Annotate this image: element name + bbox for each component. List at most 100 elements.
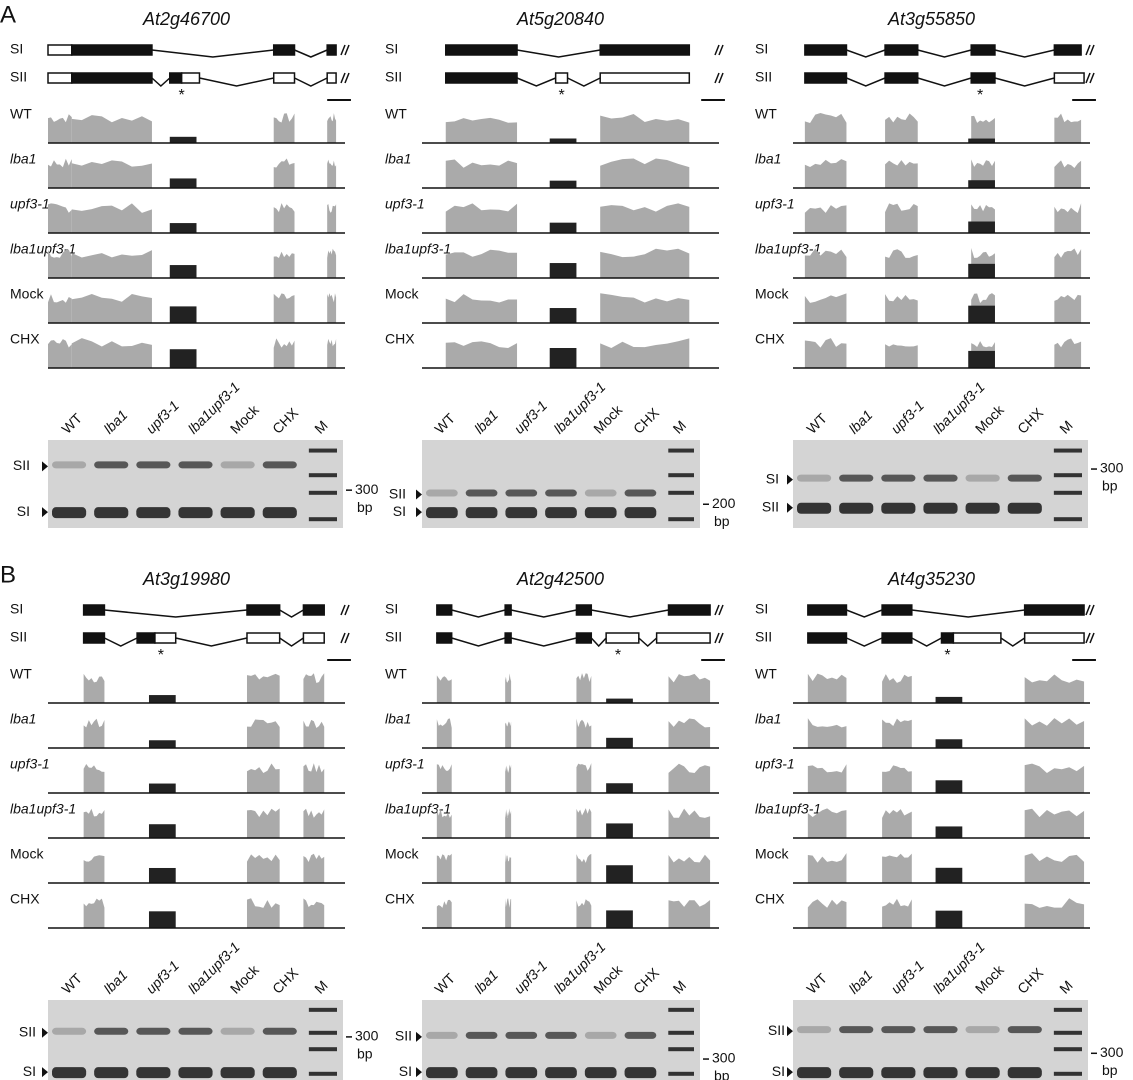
track-label: Mock: [755, 286, 789, 302]
band-arrow: [42, 461, 48, 471]
exon: [170, 73, 182, 83]
intron: [511, 610, 576, 617]
band-label: SII: [19, 1024, 36, 1040]
lane-label: CHX: [269, 404, 302, 437]
lane-label: WT: [803, 410, 830, 437]
coverage: [505, 673, 511, 703]
marker-band: [309, 473, 337, 477]
lane-label: WT: [58, 410, 85, 437]
gel-band: [545, 490, 577, 497]
retained-coverage: [936, 697, 963, 703]
gel-band: [426, 1032, 458, 1039]
track-label: CHX: [385, 891, 415, 907]
retained-coverage: [936, 911, 963, 928]
band-arrow: [416, 507, 422, 517]
marker-size: 300: [355, 481, 379, 497]
marker-unit: bp: [714, 1068, 730, 1080]
coverage: [247, 854, 280, 883]
lane-label: CHX: [269, 964, 302, 997]
lane-label: upf3-1: [888, 957, 927, 996]
isoform-label: SI: [10, 601, 23, 617]
gel-band: [178, 461, 212, 468]
axis-break: [341, 73, 345, 83]
retained-coverage: [606, 865, 633, 883]
asterisk: *: [615, 647, 621, 664]
coverage: [600, 203, 689, 233]
gel-band: [923, 1067, 957, 1078]
coverage: [48, 203, 72, 233]
gel-band: [505, 1032, 537, 1039]
exon: [437, 605, 452, 615]
coverage: [669, 855, 711, 883]
gel-band: [1008, 1026, 1042, 1033]
marker-band: [1054, 449, 1082, 453]
coverage: [808, 718, 847, 748]
lane-label: upf3-1: [511, 957, 550, 996]
marker-band: [309, 491, 337, 495]
axis-break: [1090, 45, 1094, 55]
exon: [1054, 73, 1084, 83]
gel-band: [52, 1028, 86, 1035]
lane-label: CHX: [1014, 964, 1047, 997]
gel-band: [221, 507, 255, 518]
axis-break: [345, 45, 349, 55]
lane-label: Mock: [972, 401, 1008, 437]
asterisk: *: [944, 647, 950, 664]
isoform-label: SII: [385, 629, 402, 645]
asterisk: *: [558, 87, 564, 104]
retained-coverage: [936, 780, 963, 793]
axis-break: [715, 633, 719, 643]
lane-label: lba1: [471, 967, 501, 997]
coverage: [72, 115, 152, 143]
band-label: SII: [389, 485, 406, 501]
marker-unit: bp: [1102, 478, 1118, 494]
coverage: [669, 764, 711, 793]
coverage: [669, 674, 711, 703]
exon: [48, 73, 72, 83]
lane-label: Mock: [590, 401, 626, 437]
retained-coverage: [606, 783, 633, 793]
gel-band: [966, 503, 1000, 514]
coverage: [48, 159, 72, 188]
intron: [104, 610, 247, 617]
coverage: [882, 809, 912, 838]
coverage: [600, 338, 689, 368]
marker-size: 300: [1100, 460, 1124, 476]
retained-coverage: [550, 223, 577, 233]
exon: [155, 633, 176, 643]
intron: [639, 638, 657, 646]
lane-label: WT: [431, 970, 458, 997]
coverage: [600, 249, 689, 278]
gel-band: [797, 503, 831, 514]
retained-coverage: [170, 137, 197, 143]
isoform-label: SII: [755, 629, 772, 645]
gel-band: [466, 1067, 498, 1078]
lane-label: CHX: [630, 404, 663, 437]
gel-band: [94, 507, 128, 518]
coverage: [808, 764, 847, 793]
coverage: [247, 674, 280, 703]
gel-band: [178, 507, 212, 518]
intron: [452, 638, 505, 646]
gel-band: [136, 461, 170, 468]
track-label: WT: [755, 106, 777, 122]
retained-coverage: [968, 306, 995, 323]
coverage: [72, 294, 152, 323]
coverage: [576, 899, 591, 928]
exon: [327, 73, 336, 83]
gel-band: [797, 1067, 831, 1078]
exon: [505, 633, 511, 643]
coverage: [600, 114, 689, 143]
coverage: [446, 118, 517, 143]
coverage: [446, 159, 517, 188]
exon: [1025, 633, 1084, 643]
exon: [971, 45, 995, 55]
track-label: lba1: [10, 151, 36, 167]
lane-label: upf3-1: [888, 397, 927, 436]
coverage: [505, 808, 511, 838]
marker-band: [668, 449, 694, 453]
gel-band: [426, 507, 458, 518]
coverage: [84, 719, 105, 748]
marker-band: [309, 1047, 337, 1051]
coverage: [805, 338, 847, 368]
